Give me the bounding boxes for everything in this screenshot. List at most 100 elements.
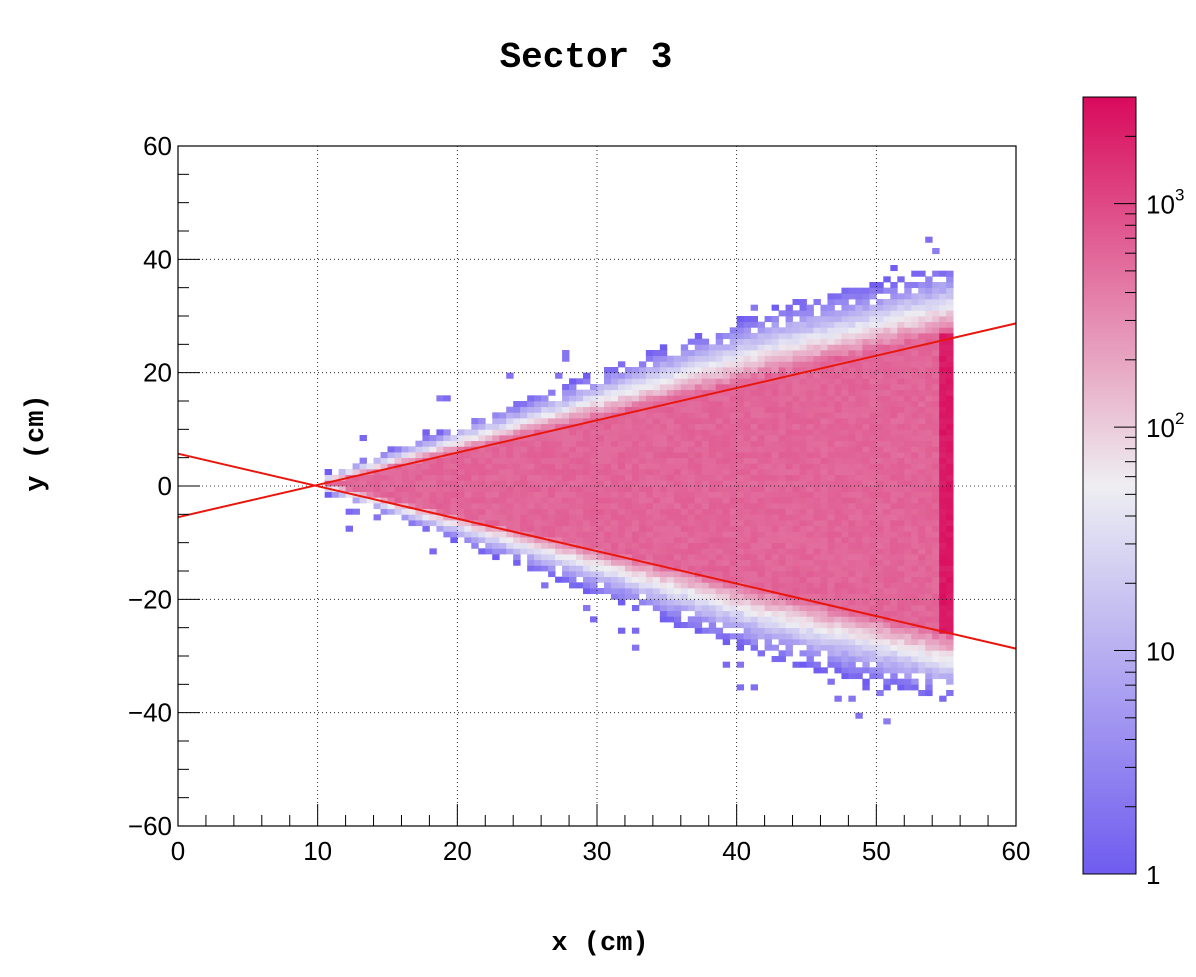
heatmap-cell <box>506 429 514 436</box>
heatmap-cell <box>778 491 786 498</box>
heatmap-cell <box>736 316 745 323</box>
heatmap-cell <box>883 650 891 657</box>
heatmap-cell <box>792 627 800 634</box>
heatmap-cell <box>820 644 828 651</box>
heatmap-cell <box>806 650 814 657</box>
heatmap-cell <box>855 576 863 583</box>
heatmap-cell <box>890 525 898 532</box>
heatmap-cell <box>848 457 856 464</box>
heatmap-cell <box>624 452 633 459</box>
heatmap-cell <box>904 463 912 470</box>
heatmap-cell <box>541 412 549 419</box>
heatmap-cell <box>778 469 786 476</box>
heatmap-cell <box>834 503 842 510</box>
heatmap-cell <box>610 378 619 385</box>
heatmap-cell <box>743 486 752 493</box>
heatmap-cell <box>792 610 800 617</box>
heatmap-cell <box>617 627 626 634</box>
heatmap-cell <box>820 350 828 357</box>
heatmap-cell <box>576 565 584 572</box>
heatmap-cell <box>757 333 765 340</box>
heatmap-cell <box>687 389 696 396</box>
heatmap-cell <box>659 588 668 595</box>
heatmap-cell <box>708 605 717 612</box>
heatmap-cell <box>799 565 807 572</box>
y-tick-label: −40 <box>128 698 172 728</box>
heatmap-cell <box>869 406 877 413</box>
heatmap-cell <box>603 367 612 374</box>
heatmap-cell <box>918 361 926 368</box>
heatmap-cell <box>555 463 563 470</box>
heatmap-cell <box>722 474 731 481</box>
heatmap-cell <box>918 610 926 617</box>
heatmap-cell <box>932 304 940 311</box>
heatmap-cell <box>785 520 793 527</box>
heatmap-cell <box>464 480 472 487</box>
heatmap-cell <box>673 474 682 481</box>
heatmap-cell <box>352 480 360 487</box>
heatmap-cell <box>813 378 821 385</box>
heatmap-cell <box>799 542 807 549</box>
heatmap-cell <box>694 395 703 402</box>
heatmap-cell <box>638 554 647 561</box>
heatmap-cell <box>904 667 912 674</box>
heatmap-cell <box>401 491 409 498</box>
heatmap-cell <box>799 548 807 555</box>
heatmap-cell <box>603 542 612 549</box>
heatmap-cell <box>659 474 668 481</box>
heatmap-cell <box>631 576 640 583</box>
heatmap-cell <box>792 401 800 408</box>
heatmap-cell <box>848 429 856 436</box>
heatmap-cell <box>499 423 507 430</box>
heatmap-cell <box>834 389 842 396</box>
heatmap-cell <box>743 367 752 374</box>
heatmap-cell <box>443 474 451 481</box>
heatmap-cell <box>876 576 884 583</box>
heatmap-cell <box>743 548 752 555</box>
heatmap-cell <box>513 401 521 408</box>
heatmap-cell <box>666 605 675 612</box>
heatmap-cell <box>345 469 353 476</box>
heatmap-cell <box>757 321 765 328</box>
heatmap-cell <box>834 525 842 532</box>
heatmap-cell <box>694 469 703 476</box>
heatmap-cell <box>583 435 591 442</box>
heatmap-cell <box>820 446 828 453</box>
heatmap-cell <box>506 469 514 476</box>
heatmap-cell <box>792 537 800 544</box>
heatmap-cell <box>827 299 835 306</box>
heatmap-cell <box>680 378 689 385</box>
heatmap-cell <box>834 661 842 668</box>
heatmap-cell <box>624 514 633 521</box>
heatmap-cell <box>722 554 731 561</box>
heatmap-cell <box>897 661 905 668</box>
heatmap-cell <box>862 287 870 294</box>
heatmap-cell <box>541 491 549 498</box>
heatmap-cell <box>890 514 898 521</box>
heatmap-cell <box>946 418 954 425</box>
heatmap-cell <box>848 372 856 379</box>
heatmap-cell <box>890 299 898 306</box>
heatmap-cell <box>932 610 940 617</box>
heatmap-cell <box>778 440 786 447</box>
heatmap-cell <box>729 520 738 527</box>
heatmap-cell <box>624 401 633 408</box>
heatmap-cell <box>680 491 689 498</box>
heatmap-cell <box>764 350 772 357</box>
heatmap-cell <box>401 469 409 476</box>
heatmap-cell <box>792 599 800 606</box>
heatmap-cell <box>932 554 940 561</box>
heatmap-cell <box>645 412 654 419</box>
heatmap-cell <box>534 548 542 555</box>
heatmap-cell <box>701 361 710 368</box>
heatmap-cell <box>555 497 563 504</box>
heatmap-cell <box>897 440 905 447</box>
heatmap-cell <box>610 429 619 436</box>
heatmap-cell <box>603 531 612 538</box>
heatmap-cell <box>946 627 954 634</box>
heatmap-cell <box>687 503 696 510</box>
heatmap-cell <box>736 633 745 640</box>
heatmap-cell <box>841 503 849 510</box>
heatmap-cell <box>862 418 870 425</box>
heatmap-cell <box>715 395 724 402</box>
